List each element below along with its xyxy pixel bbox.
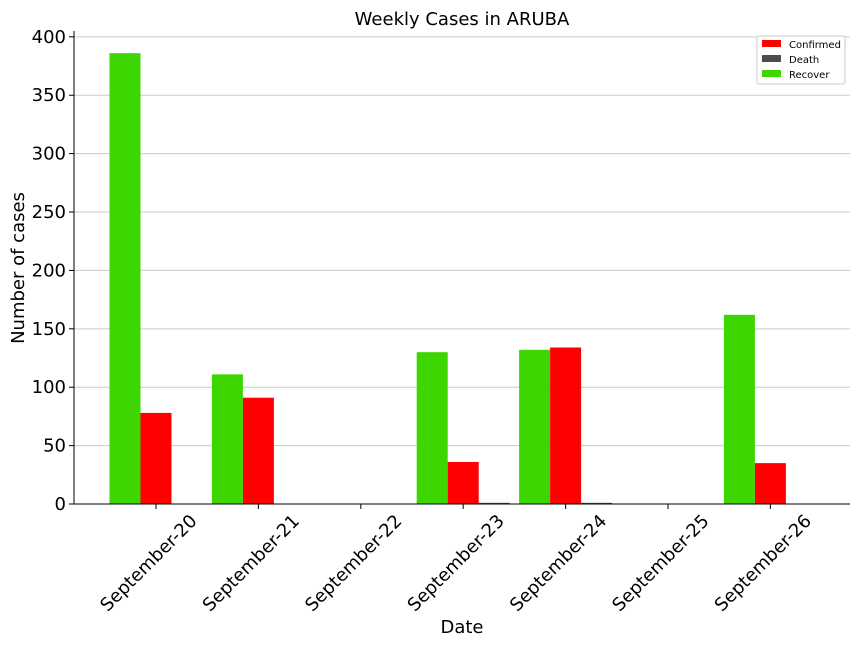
x-tick-label: September-20 — [96, 511, 201, 616]
y-tick-label: 350 — [32, 85, 66, 106]
legend-label: Recover — [789, 70, 830, 81]
bar-recover — [416, 352, 448, 504]
y-tick-label: 150 — [32, 319, 66, 340]
legend-label: Confirmed — [789, 40, 841, 51]
chart-title: Weekly Cases in ARUBA — [355, 9, 570, 30]
x-tick-label: September-22 — [301, 511, 406, 616]
x-axis-title: Date — [440, 617, 483, 638]
bars — [109, 53, 786, 504]
y-axis-title: Number of cases — [8, 192, 29, 344]
legend: Confirmed Death Recover — [756, 35, 846, 85]
bar-death — [478, 502, 510, 504]
y-tick-label: 300 — [32, 144, 66, 165]
y-tick-label: 200 — [32, 260, 66, 281]
bar-confirmed — [447, 461, 479, 504]
x-tick-label: September-23 — [404, 511, 509, 616]
bar-death — [581, 502, 613, 504]
y-tick-label: 250 — [32, 202, 66, 223]
x-ticks: September-20September-21September-22Sept… — [96, 504, 816, 616]
bar-confirmed — [140, 412, 172, 504]
x-tick-label: September-21 — [199, 511, 304, 616]
y-tick-label: 0 — [55, 494, 66, 515]
legend-label: Death — [789, 55, 819, 66]
axes — [73, 31, 850, 505]
bar-confirmed — [242, 397, 274, 504]
bar-recover — [519, 349, 551, 504]
bar-confirmed — [550, 347, 582, 504]
bar-recover — [211, 374, 243, 504]
bar-recover — [723, 314, 755, 504]
legend-swatch — [762, 40, 781, 47]
x-tick-label: September-25 — [608, 511, 713, 616]
y-tick-label: 400 — [32, 27, 66, 48]
bar-recover — [109, 53, 141, 504]
bar-confirmed — [754, 463, 786, 504]
legend-swatch — [762, 55, 781, 62]
legend-swatch — [762, 70, 781, 77]
y-tick-label: 100 — [32, 377, 66, 398]
x-tick-label: September-26 — [711, 511, 816, 616]
x-tick-label: September-24 — [506, 511, 611, 616]
y-ticks: 0 50 100 150 200 250 300 350 400 — [32, 27, 74, 515]
y-tick-label: 50 — [43, 436, 66, 457]
grid — [74, 36, 850, 447]
